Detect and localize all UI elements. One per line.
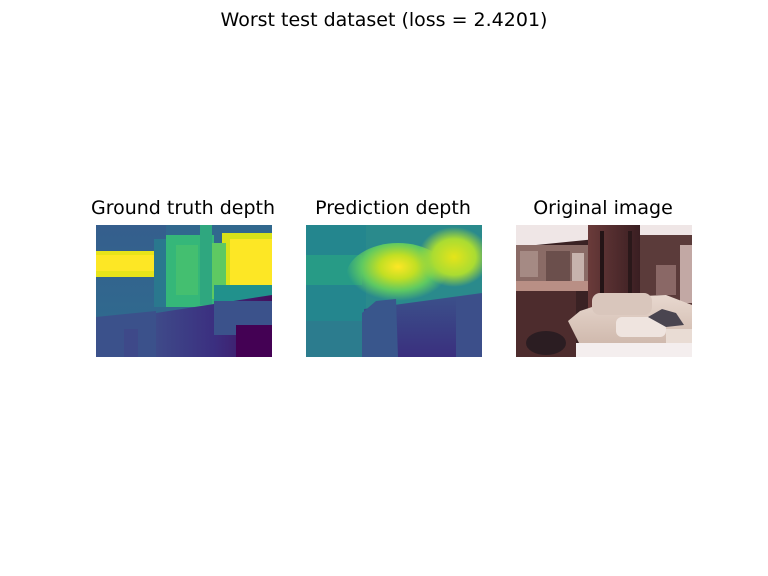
figure-title: Worst test dataset (loss = 2.4201) [220,9,548,31]
panel-title-ground-truth: Ground truth depth [90,197,276,219]
panel-title-prediction: Prediction depth [315,197,471,219]
panel-title-original: Original image [533,197,673,219]
ground-truth-depth-image [96,225,272,357]
original-rgb-image [516,225,692,357]
prediction-depth-image [306,225,482,357]
